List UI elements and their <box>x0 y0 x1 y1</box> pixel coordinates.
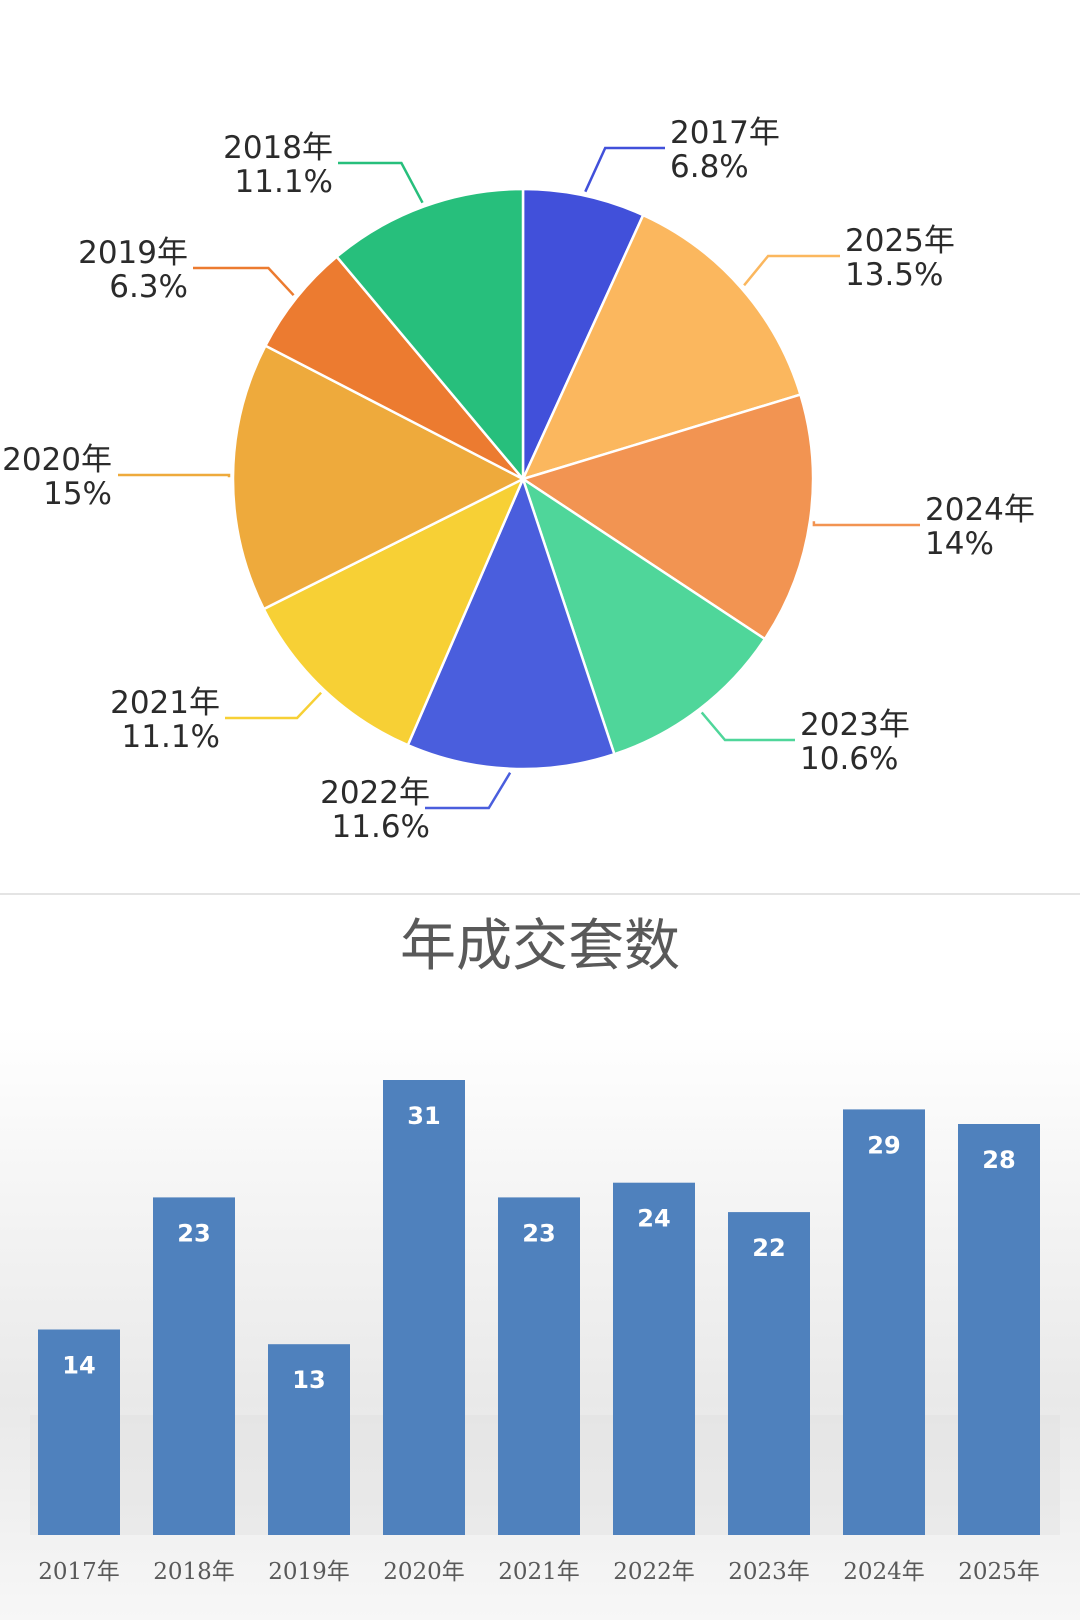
pie-slice-2022 <box>406 475 616 771</box>
x-tick-label: 2017年 <box>38 1559 120 1585</box>
x-tick-label: 2019年 <box>268 1559 350 1585</box>
pie-slice-2021 <box>262 476 526 747</box>
bar-2017 <box>38 1329 120 1535</box>
x-tick-label: 2024年 <box>843 1559 925 1585</box>
pie-slice-percent: 11.6% <box>332 809 430 845</box>
pie-leader-line <box>700 711 795 742</box>
pie-leader-line <box>118 473 231 478</box>
pie-slice-percent: 14% <box>925 526 994 562</box>
pie-slice-2019 <box>263 254 524 481</box>
pie-slice-2020 <box>231 344 526 611</box>
panel-divider <box>0 893 1080 895</box>
pie-slice-2023 <box>520 475 767 756</box>
x-tick-label: 2018年 <box>153 1559 235 1585</box>
bar-2019 <box>268 1344 350 1535</box>
pie-slice-label: 2023年 <box>800 707 910 743</box>
bar-data-label: 24 <box>637 1205 670 1233</box>
pie-slice-label: 2024年 <box>925 492 1035 528</box>
bar-data-label: 23 <box>177 1219 210 1247</box>
pie-slice-label: 2017年 <box>670 115 780 151</box>
bar-data-label: 14 <box>62 1352 95 1380</box>
pie-slice-2017 <box>521 187 645 480</box>
pie-slice-label: 2025年 <box>845 223 955 259</box>
pie-slice-percent: 13.5% <box>845 257 943 293</box>
pie-leader-line <box>193 266 295 297</box>
x-tick-label: 2020年 <box>383 1559 465 1585</box>
pie-leader-line <box>225 691 323 720</box>
bar-chart: 年成交套数 14 2017年 23 2018年 13 2019年 31 2020年 23 2021… <box>30 914 1060 1585</box>
pie-slice-label: 2019年 <box>78 235 188 271</box>
bar-data-label: 22 <box>752 1234 785 1262</box>
pie-slice-percent: 6.3% <box>109 269 188 305</box>
bar-chart-panel: 年成交套数 14 2017年 23 2018年 13 2019年 31 2020年 23 2021… <box>0 895 1080 1620</box>
bar-2025 <box>958 1124 1040 1535</box>
pie-slice-label: 2020年 <box>2 442 112 478</box>
pie-leader-line <box>425 772 512 810</box>
pie-leader-line <box>338 161 424 204</box>
bar-2018 <box>153 1197 235 1535</box>
pie-slice-percent: 15% <box>43 476 112 512</box>
pie-slice-2025 <box>520 213 803 482</box>
x-tick-label: 2025年 <box>958 1559 1040 1585</box>
bar-data-label: 23 <box>522 1219 555 1247</box>
pie-slice-label: 2018年 <box>223 130 333 166</box>
pie-slice-percent: 11.1% <box>235 164 333 200</box>
pie-slice-2018 <box>334 187 525 483</box>
pie-chart-panel: 2017年 6.8% 2025年 13.5% 2024年 14% 2023年 10.6% 202… <box>2 115 1035 845</box>
pie-leader-line <box>812 521 920 527</box>
pie-slice-label: 2021年 <box>110 685 220 721</box>
x-tick-label: 2023年 <box>728 1559 810 1585</box>
bar-data-label: 28 <box>982 1146 1015 1174</box>
pie-slice-percent: 6.8% <box>670 149 749 185</box>
bar-2023 <box>728 1212 810 1535</box>
bar-2022 <box>613 1182 695 1535</box>
pie-leader-line <box>584 146 665 193</box>
pie-slice-2024 <box>520 393 815 641</box>
bar-chart-title: 年成交套数 <box>400 914 680 979</box>
bar-data-label: 31 <box>407 1102 440 1130</box>
bar-2021 <box>498 1197 580 1535</box>
bar-data-label: 13 <box>292 1366 325 1394</box>
pie-slice-percent: 10.6% <box>800 741 898 777</box>
pie-slice-percent: 11.1% <box>122 719 220 755</box>
bar-2020 <box>383 1080 465 1535</box>
bar-2024 <box>843 1109 925 1535</box>
x-tick-label: 2021年 <box>498 1559 580 1585</box>
bar-data-label: 29 <box>867 1131 900 1159</box>
x-tick-label: 2022年 <box>613 1559 695 1585</box>
pie-slice-label: 2022年 <box>320 775 430 811</box>
pie-leader-line <box>743 254 840 287</box>
